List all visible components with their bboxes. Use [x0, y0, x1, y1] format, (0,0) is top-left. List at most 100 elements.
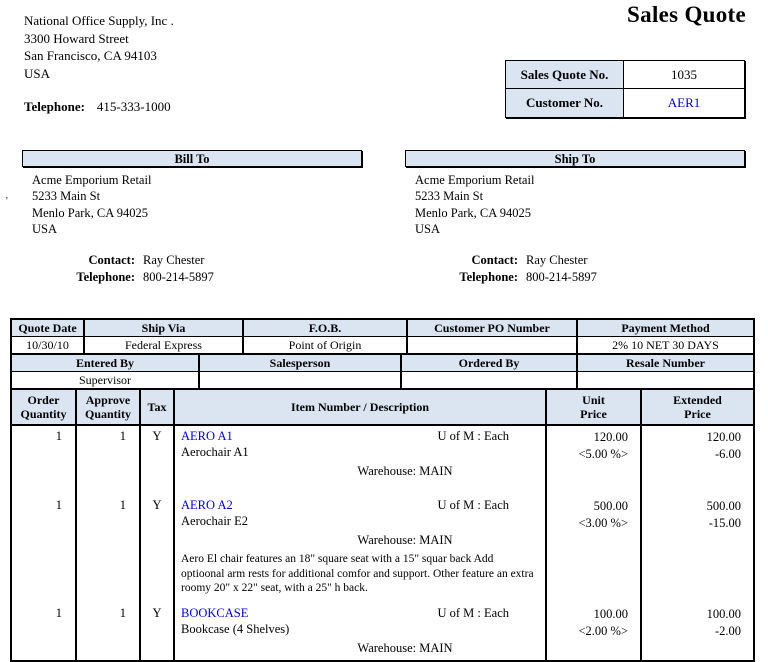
item-row: 1 1 Y AERO A2 U of M : Each Aerochair E2… [12, 495, 753, 603]
details-header-row-1: Quote Date Ship Via F.O.B. Customer PO N… [12, 320, 753, 337]
bill-to-line: USA [32, 222, 58, 237]
extended-price-value: 500.00 [706, 499, 741, 513]
item-description-text: Aerochair E2 [181, 514, 248, 528]
tax-cell: Y [141, 495, 175, 603]
warehouse-text: Warehouse: MAIN [357, 533, 453, 547]
bill-to-line: Acme Emporium Retail [32, 173, 152, 187]
company-telephone-value: 415-333-1000 [96, 99, 171, 114]
extended-discount-value: -15.00 [708, 515, 741, 530]
resale-number-header: Resale Number [578, 355, 753, 372]
entered-by-value: Supervisor [12, 372, 200, 390]
item-description-cell: BOOKCASE U of M : Each Bookcase (4 Shelv… [175, 603, 547, 660]
salesperson-header: Salesperson [200, 355, 402, 372]
resale-number-value [578, 372, 753, 390]
unit-discount-value: <3.00 %> [578, 515, 628, 530]
items-header-row: Order Quantity Approve Quantity Tax Item… [12, 390, 753, 426]
header-line: Item Number / Description [290, 400, 430, 414]
extended-price-cell: 100.00 -2.00 [642, 603, 753, 660]
warehouse-text: Warehouse: MAIN [357, 641, 453, 655]
ship-telephone-label: Telephone: [459, 269, 518, 284]
bill-to-contact-block: Contact: Ray Chester Telephone: 800-214-… [35, 252, 214, 285]
customer-no-link[interactable]: AER1 [667, 95, 701, 110]
approve-qty-cell: 1 [77, 603, 141, 660]
sales-quote-no-value: 1035 [624, 61, 744, 89]
item-long-description: Aero El chair features an 18" square sea… [181, 553, 534, 594]
order-qty-cell: 1 [12, 495, 77, 603]
unit-price-value: 100.00 [593, 607, 628, 621]
item-description-cell: AERO A1 U of M : Each Aerochair A1 Wareh… [175, 426, 547, 495]
item-number-line: BOOKCASE U of M : Each [175, 606, 545, 621]
details-value-row-2: Supervisor [12, 372, 753, 390]
quote-info-table: Sales Quote No. 1035 Customer No. AER1 [505, 60, 745, 118]
bill-to-address: Acme Emporium Retail 5233 Main St Menlo … [32, 172, 151, 238]
warehouse-text: Warehouse: MAIN [357, 464, 453, 478]
customer-po-value [408, 337, 578, 355]
bill-to-line: Menlo Park, CA 94025 [32, 205, 148, 220]
ship-to-contact-block: Contact: Ray Chester Telephone: 800-214-… [418, 252, 597, 285]
item-number-link[interactable]: AERO A2 [181, 498, 233, 512]
ordered-by-value [402, 372, 578, 390]
ship-to-header: Ship To [405, 150, 745, 167]
extended-discount-value: -2.00 [714, 623, 741, 638]
unit-price-cell: 120.00 <5.00 %> [547, 426, 642, 495]
item-number-line: AERO A1 U of M : Each [175, 429, 545, 444]
tax-header: Tax [141, 390, 175, 426]
uom-text: U of M : Each [437, 498, 509, 512]
item-number-link[interactable]: BOOKCASE [181, 606, 249, 620]
approve-qty-cell: 1 [77, 426, 141, 495]
item-row: 1 1 Y BOOKCASE U of M : Each Bookcase (4… [12, 603, 753, 660]
header-line: Price [684, 407, 711, 421]
extended-price-value: 120.00 [706, 430, 741, 444]
extended-price-value: 100.00 [706, 607, 741, 621]
entered-by-header: Entered By [12, 355, 200, 372]
header-line: Price [580, 407, 607, 421]
ship-contact-label: Contact: [471, 253, 518, 267]
order-quantity-header: Order Quantity [12, 390, 77, 426]
bill-telephone-value: 800-214-5897 [143, 269, 214, 284]
company-name: National Office Supply, Inc . [24, 13, 174, 28]
fob-header: F.O.B. [244, 320, 408, 337]
uom-text: U of M : Each [437, 606, 509, 620]
company-street: 3300 Howard Street [24, 30, 129, 46]
quote-number-row: Sales Quote No. 1035 [506, 61, 744, 89]
extended-price-header: Extended Price [642, 390, 753, 426]
customer-po-header: Customer PO Number [408, 320, 578, 337]
sales-quote-no-label: Sales Quote No. [506, 61, 624, 89]
approve-qty-cell: 1 [77, 495, 141, 603]
header-line: Approve [85, 393, 131, 407]
unit-price-value: 120.00 [593, 430, 628, 444]
details-header-row-2: Entered By Salesperson Ordered By Resale… [12, 355, 753, 372]
item-number-line: AERO A2 U of M : Each [175, 498, 545, 513]
ship-telephone-value: 800-214-5897 [526, 269, 597, 284]
company-address-block: National Office Supply, Inc . 3300 Howar… [24, 12, 174, 82]
quote-date-value: 10/30/10 [12, 337, 85, 355]
header-line: Quantity [84, 407, 131, 421]
company-city: San Francisco, CA 94103 [24, 48, 157, 63]
item-description-text: Aerochair A1 [181, 445, 249, 459]
item-row: 1 1 Y AERO A1 U of M : Each Aerochair A1… [12, 426, 753, 495]
payment-method-value: 2% 10 NET 30 DAYS [578, 337, 753, 355]
header-line: Unit [582, 393, 605, 407]
item-description-header: Item Number / Description [175, 390, 547, 426]
item-description-cell: AERO A2 U of M : Each Aerochair E2 Wareh… [175, 495, 547, 603]
unit-discount-value: <5.00 %> [578, 446, 628, 461]
quote-date-header: Quote Date [12, 320, 85, 337]
ship-via-header: Ship Via [85, 320, 244, 337]
extended-price-cell: 120.00 -6.00 [642, 426, 753, 495]
tax-cell: Y [141, 426, 175, 495]
header-line: Quantity [20, 407, 67, 421]
header-line: Extended [673, 393, 722, 407]
item-description-text: Bookcase (4 Shelves) [181, 622, 290, 636]
quote-details-table: Quote Date Ship Via F.O.B. Customer PO N… [10, 318, 755, 662]
bill-contact-label: Contact: [88, 253, 135, 267]
item-number-link[interactable]: AERO A1 [181, 429, 233, 443]
unit-discount-value: <2.00 %> [578, 623, 628, 638]
extended-discount-value: -6.00 [714, 446, 741, 461]
ship-to-line: USA [415, 222, 441, 237]
order-qty-cell: 1 [12, 426, 77, 495]
bill-to-header: Bill To [22, 150, 362, 167]
company-country: USA [24, 65, 51, 81]
page-title: Sales Quote [627, 2, 746, 27]
bill-to-line: 5233 Main St [32, 189, 101, 204]
company-telephone-label: Telephone: [24, 99, 85, 114]
